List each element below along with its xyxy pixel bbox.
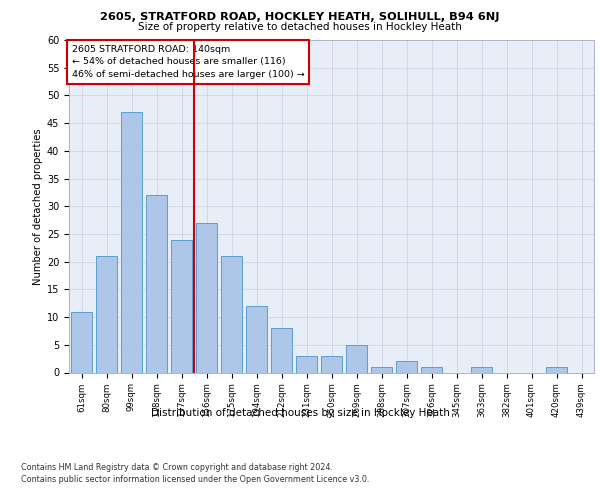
Bar [171,240,192,372]
Bar [321,356,342,372]
Text: Size of property relative to detached houses in Hockley Heath: Size of property relative to detached ho… [138,22,462,32]
Bar [246,306,267,372]
Bar [471,367,492,372]
Bar [546,367,567,372]
Bar [71,312,92,372]
Text: Contains public sector information licensed under the Open Government Licence v3: Contains public sector information licen… [21,475,370,484]
Text: 2605 STRATFORD ROAD: 140sqm
← 54% of detached houses are smaller (116)
46% of se: 2605 STRATFORD ROAD: 140sqm ← 54% of det… [71,45,304,79]
Bar [396,362,417,372]
Bar [121,112,142,372]
Bar [146,195,167,372]
Bar [371,367,392,372]
Bar [421,367,442,372]
Y-axis label: Number of detached properties: Number of detached properties [32,128,43,284]
Bar [196,223,217,372]
Bar [271,328,292,372]
Bar [296,356,317,372]
Text: Distribution of detached houses by size in Hockley Heath: Distribution of detached houses by size … [151,408,449,418]
Text: 2605, STRATFORD ROAD, HOCKLEY HEATH, SOLIHULL, B94 6NJ: 2605, STRATFORD ROAD, HOCKLEY HEATH, SOL… [100,12,500,22]
Bar [96,256,117,372]
Bar [346,345,367,372]
Bar [221,256,242,372]
Text: Contains HM Land Registry data © Crown copyright and database right 2024.: Contains HM Land Registry data © Crown c… [21,462,333,471]
